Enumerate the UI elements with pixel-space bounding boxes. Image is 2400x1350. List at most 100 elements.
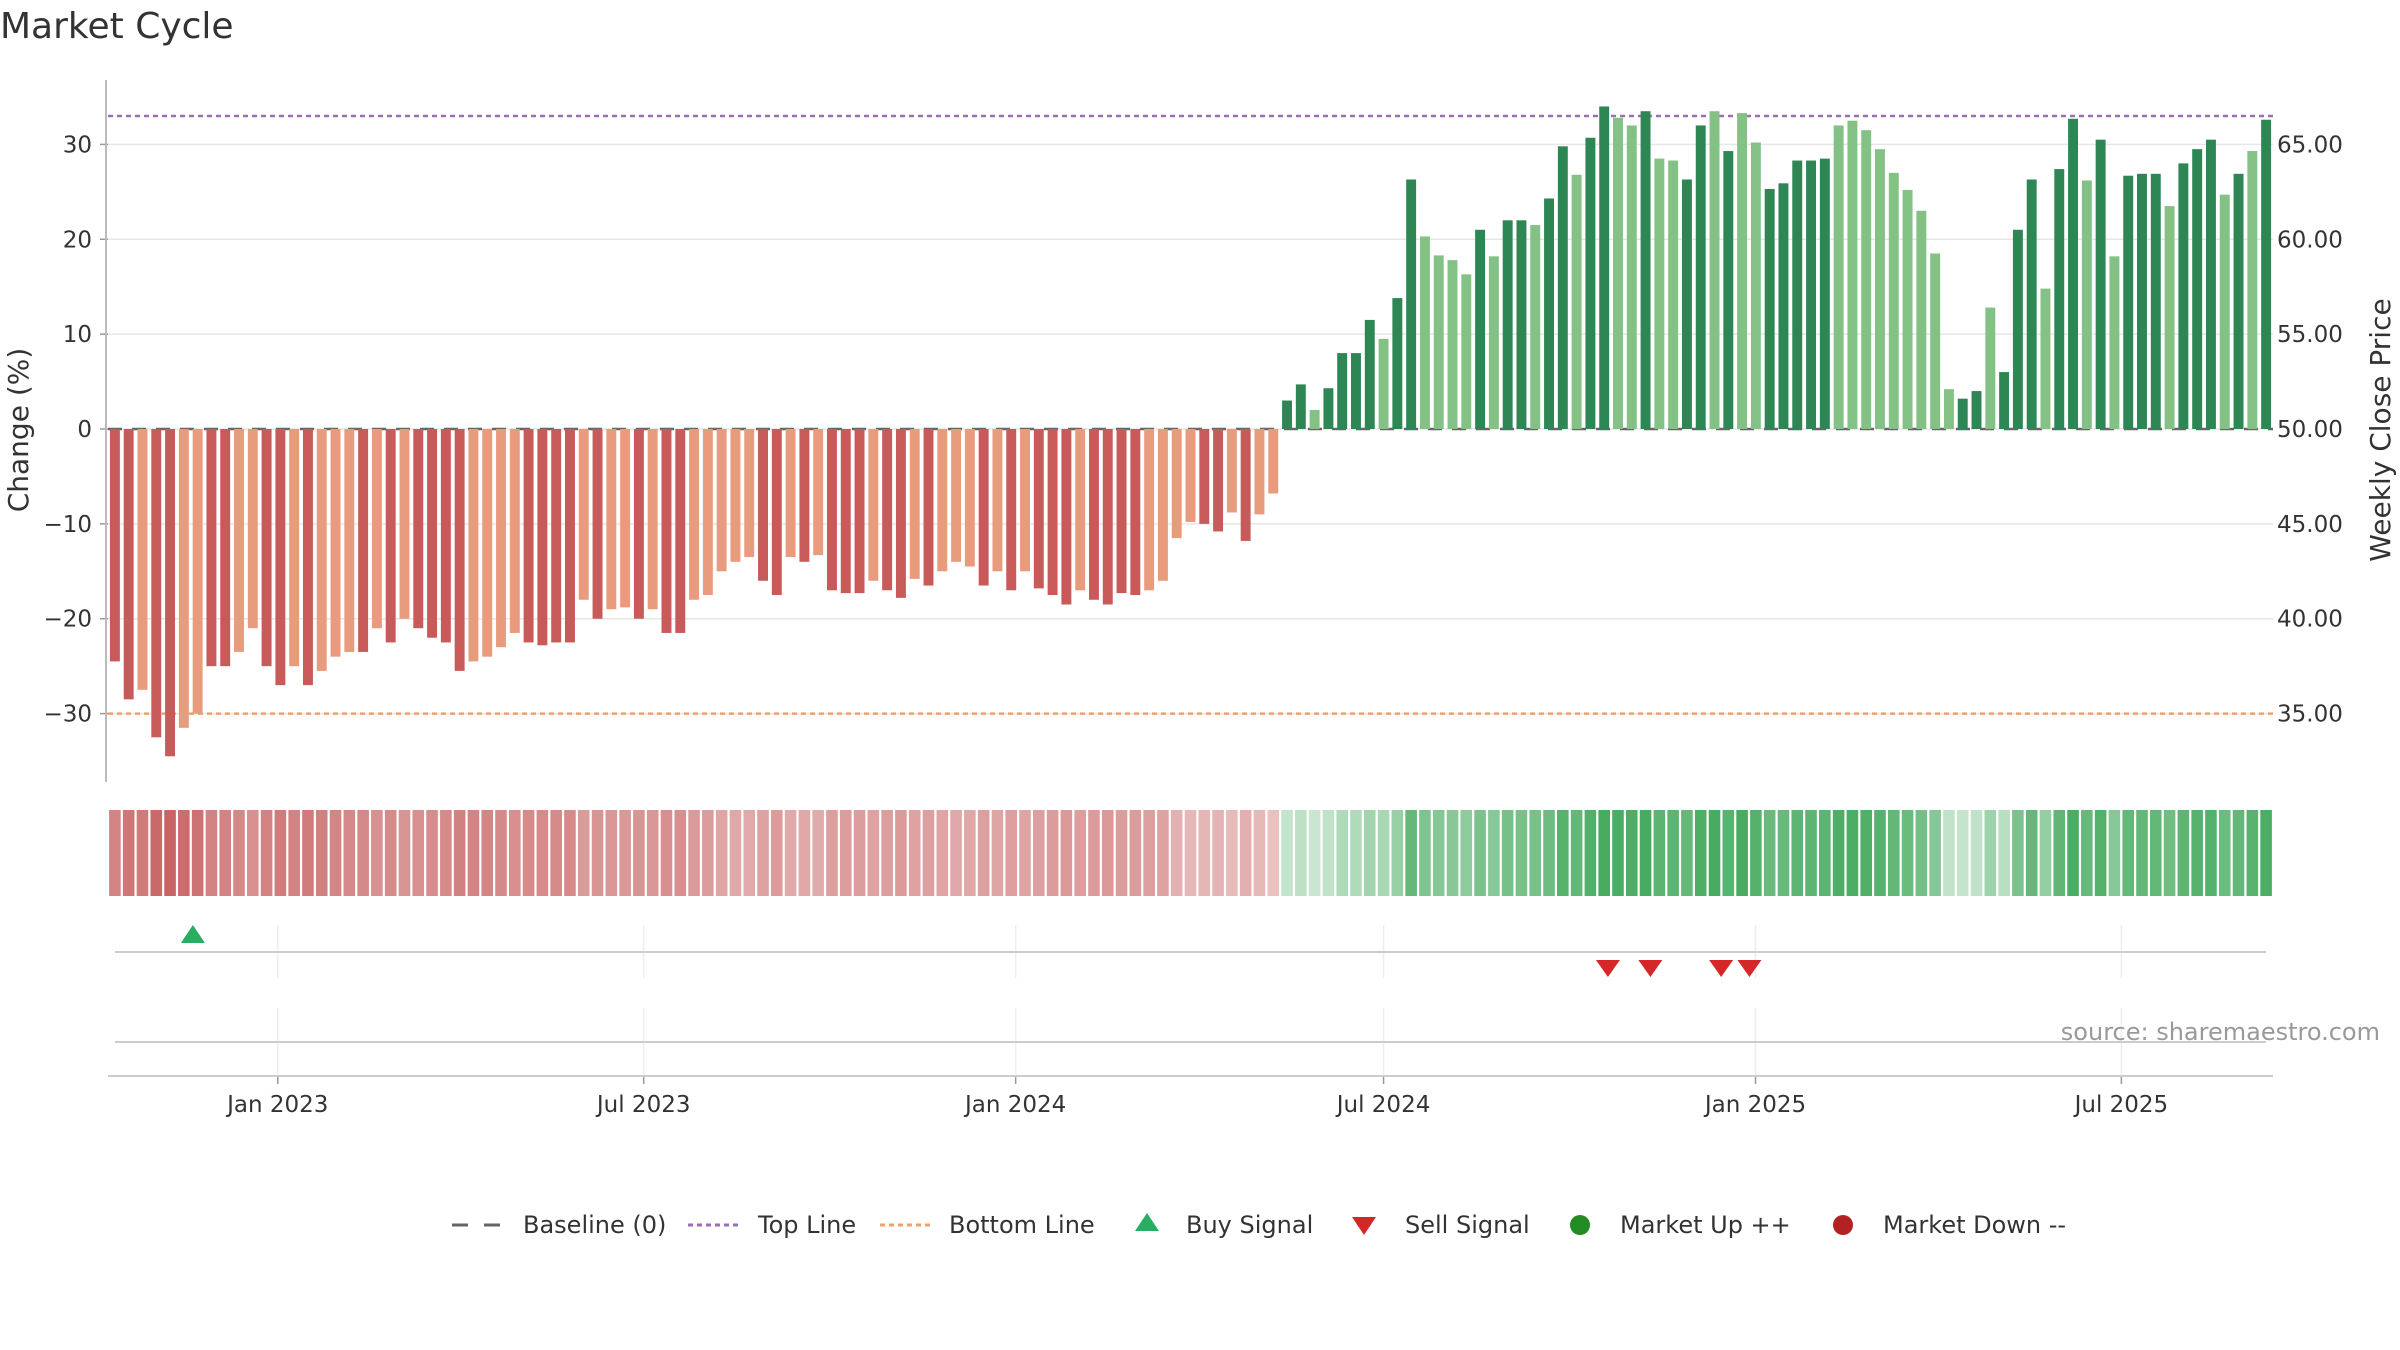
change-bar [1544, 198, 1554, 429]
legend: Baseline (0) Top Line Bottom Line Buy Signa… [452, 1211, 2066, 1239]
y2-tick-label: 40.00 [2277, 607, 2343, 633]
y2-tick-label: 60.00 [2277, 227, 2343, 253]
change-bar [2219, 194, 2230, 429]
heat-cell [908, 810, 921, 896]
change-bar [785, 429, 796, 558]
heat-cell [1281, 810, 1293, 896]
change-bar [316, 429, 327, 671]
heat-cell [1791, 810, 1804, 896]
heat-cell [1322, 810, 1335, 896]
heat-cell [1736, 810, 1748, 896]
change-bar [923, 429, 934, 586]
change-bar [482, 429, 493, 657]
heat-cell [1184, 810, 1197, 896]
heat-cell [164, 810, 176, 896]
legend-label: Market Up ++ [1620, 1211, 1791, 1239]
heat-cell [1681, 810, 1693, 896]
change-bar [951, 429, 962, 562]
change-bar [1557, 146, 1568, 429]
heat-cell [577, 810, 590, 896]
change-bar [2247, 151, 2258, 429]
heat-cell [1570, 810, 1583, 896]
change-bar [1695, 125, 1706, 429]
legend-item: Bottom Line [880, 1211, 1095, 1239]
heat-cell [1777, 810, 1790, 896]
change-bar [1516, 220, 1527, 429]
change-bar [509, 429, 520, 633]
heat-cell [412, 810, 425, 896]
change-bar [702, 429, 713, 596]
y-tick-label: 20 [63, 227, 92, 253]
heat-cell [1929, 810, 1941, 896]
change-bar [564, 429, 575, 643]
change-bar [2040, 288, 2051, 429]
change-bar [1599, 106, 1610, 429]
heat-cell [315, 810, 328, 896]
change-bar [399, 429, 410, 619]
change-bar [1502, 220, 1513, 429]
heat-strip [109, 810, 2272, 896]
heat-cell [646, 810, 659, 896]
change-bar [137, 429, 148, 690]
y-tick-label: −30 [43, 702, 92, 728]
y2-tick-label: 55.00 [2277, 322, 2343, 348]
change-bar [234, 429, 244, 652]
y2-tick-label: 35.00 [2277, 702, 2343, 728]
heat-cell [219, 810, 232, 896]
heat-cell [1033, 810, 1045, 896]
heat-cell [1529, 810, 1542, 896]
heat-cell [826, 810, 838, 896]
heat-cell [1750, 810, 1762, 896]
heat-cell [1557, 810, 1569, 896]
change-bar [1351, 353, 1361, 429]
change-bar [289, 429, 300, 667]
change-bar [551, 429, 562, 643]
y2-tick-label: 50.00 [2277, 417, 2343, 443]
heat-cell [743, 810, 756, 896]
change-bar [895, 429, 906, 598]
heat-cell [1832, 810, 1845, 896]
heat-cell [1653, 810, 1666, 896]
heat-cell [1170, 810, 1183, 896]
heat-cell [1694, 810, 1707, 896]
heat-cell [881, 810, 893, 896]
change-bar [523, 429, 534, 643]
heat-cell [1419, 810, 1431, 896]
heat-cell [1267, 810, 1280, 896]
change-bar [758, 429, 768, 581]
change-bar [1999, 372, 2010, 429]
change-bar [592, 429, 603, 619]
legend-label: Baseline (0) [523, 1211, 666, 1239]
change-bar [1792, 160, 1803, 430]
heat-cell [495, 810, 507, 896]
heat-cell [977, 810, 990, 896]
change-bar [1075, 429, 1086, 591]
change-bar [1309, 410, 1320, 429]
heat-cell [1722, 810, 1735, 896]
heat-cell [1515, 810, 1528, 896]
change-bar [151, 429, 162, 738]
change-bar [247, 429, 258, 629]
heat-cell [453, 810, 466, 896]
change-bar [1488, 256, 1499, 429]
change-bar [1419, 236, 1430, 429]
heat-cell [1474, 810, 1486, 896]
heat-cell [2149, 810, 2162, 896]
heat-cell [1239, 810, 1252, 896]
heat-cell [1336, 810, 1348, 896]
heat-cell [1198, 810, 1211, 896]
heat-cell [1226, 810, 1238, 896]
change-bar [1861, 130, 1872, 430]
change-bar [2012, 229, 2023, 429]
heat-cell [564, 810, 576, 896]
red-circle-icon [1833, 1215, 1853, 1235]
change-bar [2150, 173, 2161, 429]
heat-cell [398, 810, 411, 896]
heat-cell [247, 810, 259, 896]
change-bar [854, 429, 865, 594]
y2-axis-title: Weekly Close Price [2364, 298, 2397, 561]
heat-cell [2136, 810, 2148, 896]
change-bar [1240, 429, 1251, 541]
change-bar [385, 429, 396, 643]
heat-cell [1708, 810, 1721, 896]
